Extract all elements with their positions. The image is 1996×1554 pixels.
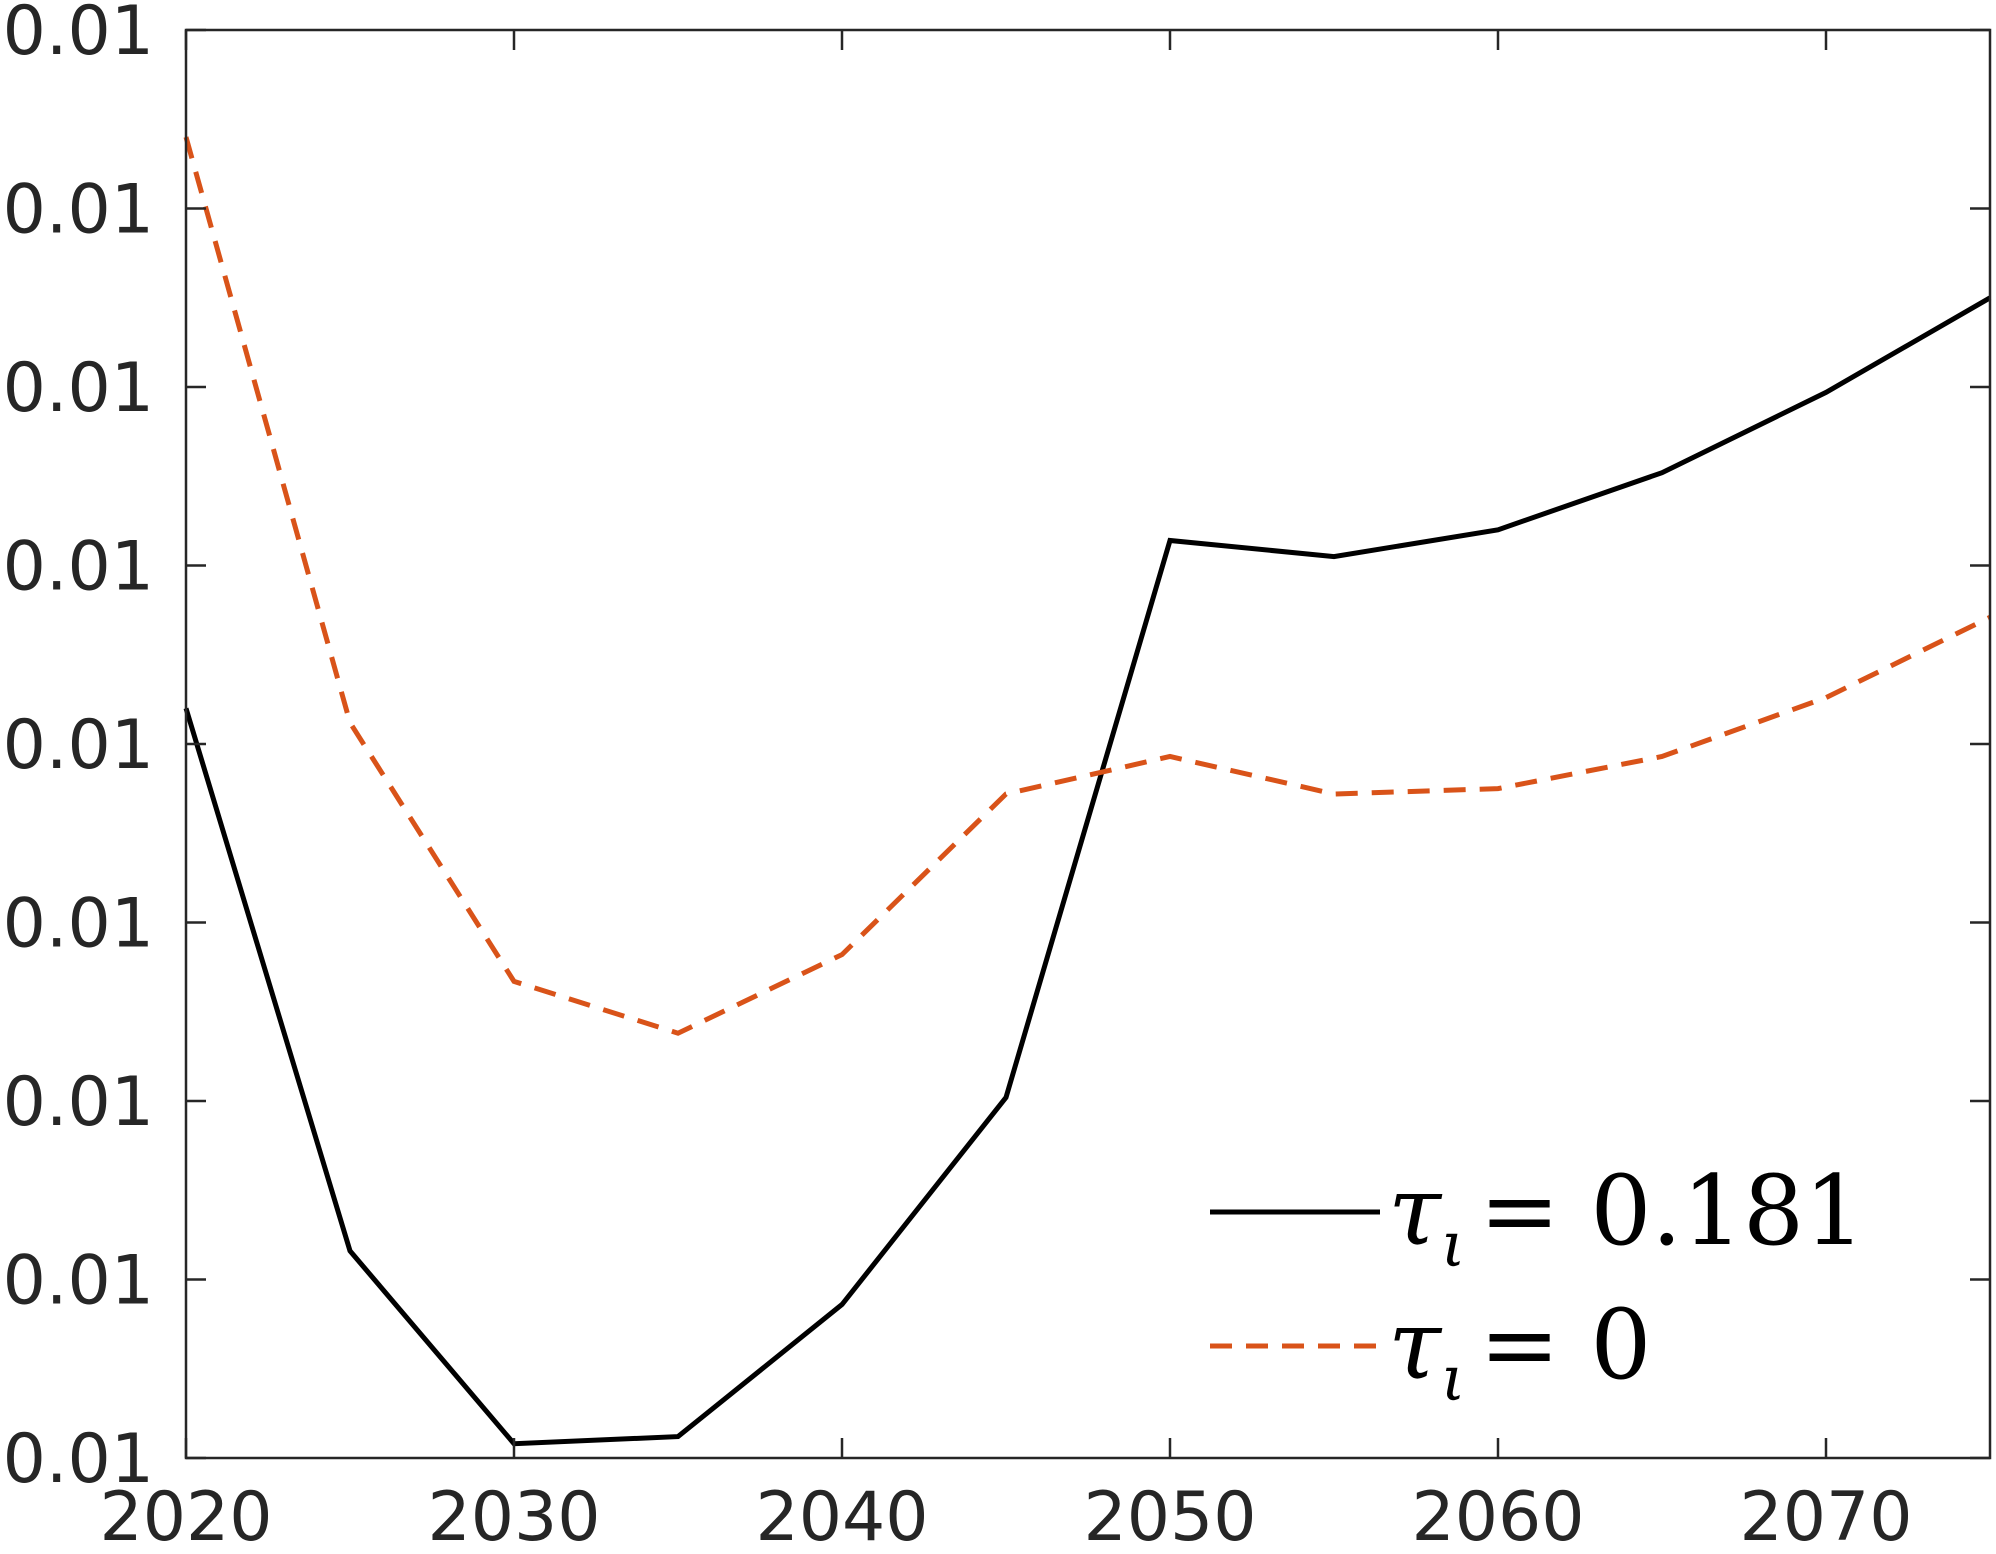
series-line-0	[183, 295, 1992, 1447]
x-tick-label: 2050	[1083, 1478, 1256, 1554]
legend-symbol: τ	[1388, 1289, 1443, 1401]
series-lines	[183, 136, 1992, 1447]
series-line-1	[183, 136, 1992, 1036]
y-tick-label: 0.01	[3, 706, 154, 785]
y-tick-label: 0.01	[3, 0, 154, 71]
legend-value: = 0	[1479, 1289, 1651, 1401]
y-tick-label: 0.01	[3, 349, 154, 428]
legend: τι = 0.181 τι = 0	[1210, 1155, 1865, 1415]
y-tick-label: 0.01	[3, 1242, 154, 1321]
legend-value: = 0.181	[1479, 1155, 1865, 1267]
legend-subscript: ι	[1441, 1342, 1465, 1415]
legend-symbol: τ	[1388, 1155, 1443, 1267]
x-tick-label: 2040	[755, 1478, 928, 1554]
legend-subscript: ι	[1441, 1208, 1465, 1281]
legend-label-series-1: τι = 0	[1388, 1289, 1651, 1415]
x-tick-label: 2020	[99, 1478, 272, 1554]
x-tick-label: 2060	[1411, 1478, 1584, 1554]
y-tick-label: 0.01	[3, 1063, 154, 1142]
x-tick-label: 2070	[1739, 1478, 1912, 1554]
y-tick-label: 0.01	[3, 528, 154, 607]
y-tick-label: 0.01	[3, 885, 154, 964]
x-tick-label: 2030	[427, 1478, 600, 1554]
legend-label-series-0: τι = 0.181	[1388, 1155, 1865, 1281]
x-axis-ticks: 2020 2030 2040 2050 2060 2070	[99, 30, 1913, 1554]
y-tick-label: 0.01	[3, 171, 154, 250]
y-axis-ticks: 0.01 0.01 0.01 0.01 0.01 0.01 0.01 0.01 0.01	[3, 0, 1990, 1499]
y-tick-label: 0.01	[3, 1420, 154, 1499]
